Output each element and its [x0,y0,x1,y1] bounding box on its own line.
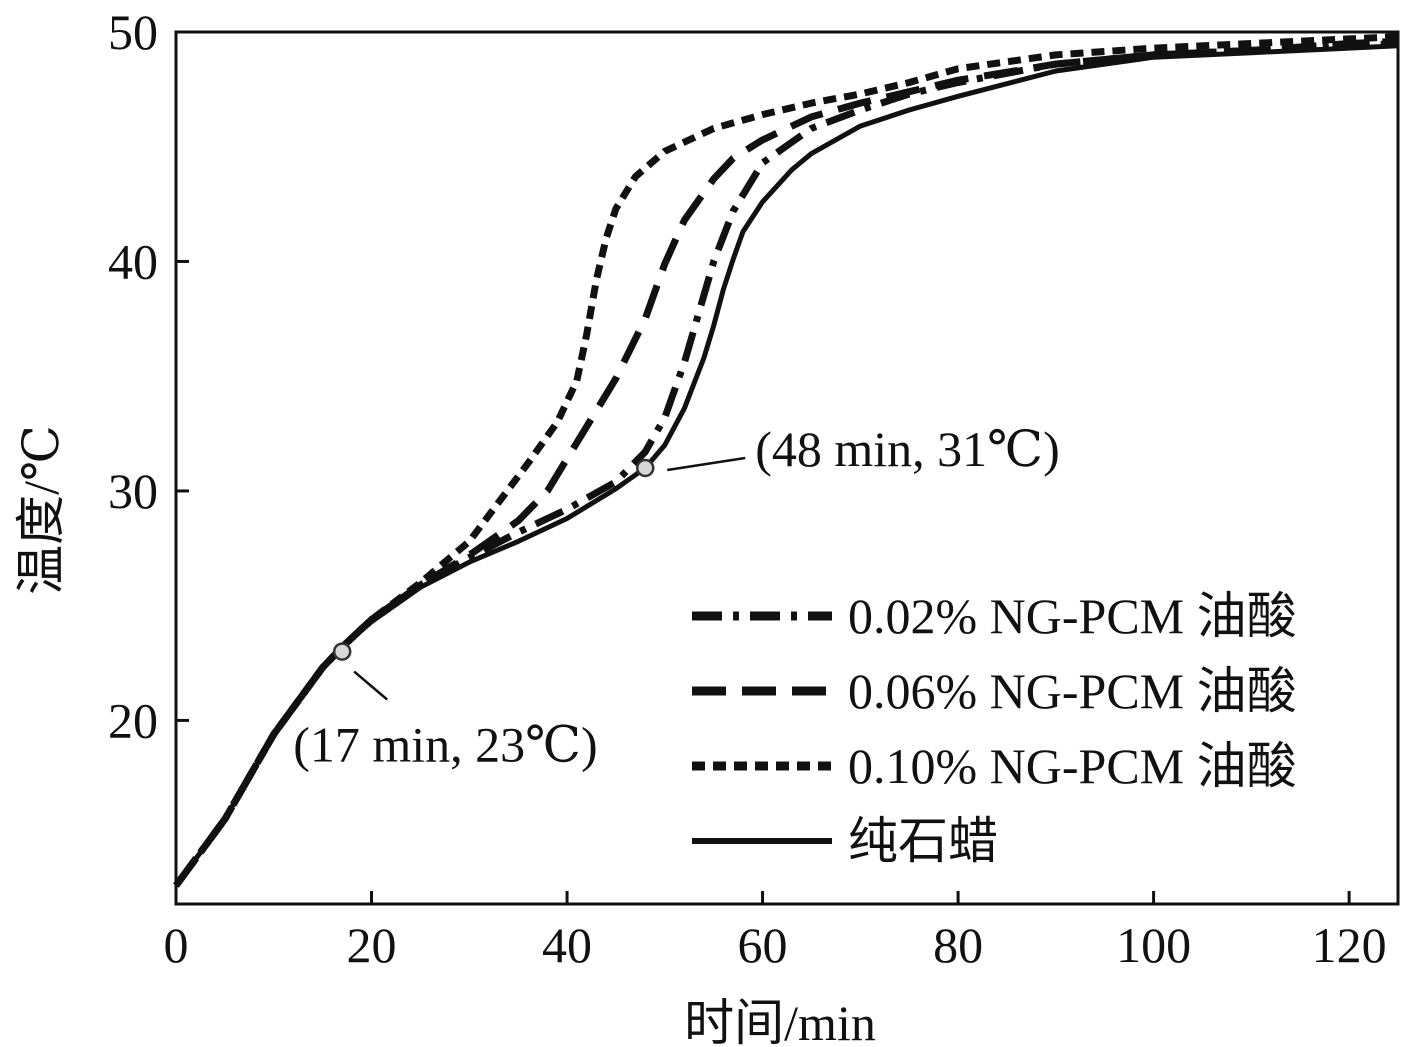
x-tick-label: 20 [347,917,397,973]
legend-label: 0.02% NG-PCM 油酸 [848,588,1297,644]
legend-label: 0.06% NG-PCM 油酸 [848,663,1297,719]
series-line-solid [173,43,1399,888]
plot-area: (17 min, 23℃) (48 min, 31℃) [173,30,1400,906]
y-tick-label: 30 [108,463,158,519]
y-axis: 20 30 40 50 [108,4,189,748]
annotation-leader-line [353,670,389,701]
series-layer [173,33,1399,888]
annotation-layer: (17 min, 23℃) (48 min, 31℃) [293,421,1060,773]
x-tick-label: 80 [933,917,983,973]
legend-label: 0.10% NG-PCM 油酸 [848,738,1297,794]
y-tick-label: 20 [108,692,158,748]
x-tick-label: 0 [164,917,189,973]
annotation-label: (17 min, 23℃) [293,717,598,773]
plot-frame [174,30,1400,906]
y-tick-label: 50 [108,4,158,60]
y-axis-title: 温度/℃ [13,425,69,595]
x-tick-label: 120 [1312,917,1387,973]
legend: 0.02% NG-PCM 油酸 0.06% NG-PCM 油酸 0.10% NG-P… [692,588,1297,869]
annotation-marker [635,458,655,478]
x-axis-title: 时间/min [684,995,876,1047]
x-tick-label: 60 [738,917,788,973]
x-axis: 0 20 40 60 80 100 120 [164,891,1387,973]
x-tick-label: 100 [1116,917,1191,973]
annotation-marker [332,642,352,661]
y-tick-label: 40 [108,233,158,289]
x-tick-label: 40 [542,917,592,973]
annotation-leader-line [667,456,746,472]
annotation-label: (48 min, 31℃) [755,421,1060,477]
legend-label: 纯石蜡 [848,813,998,869]
